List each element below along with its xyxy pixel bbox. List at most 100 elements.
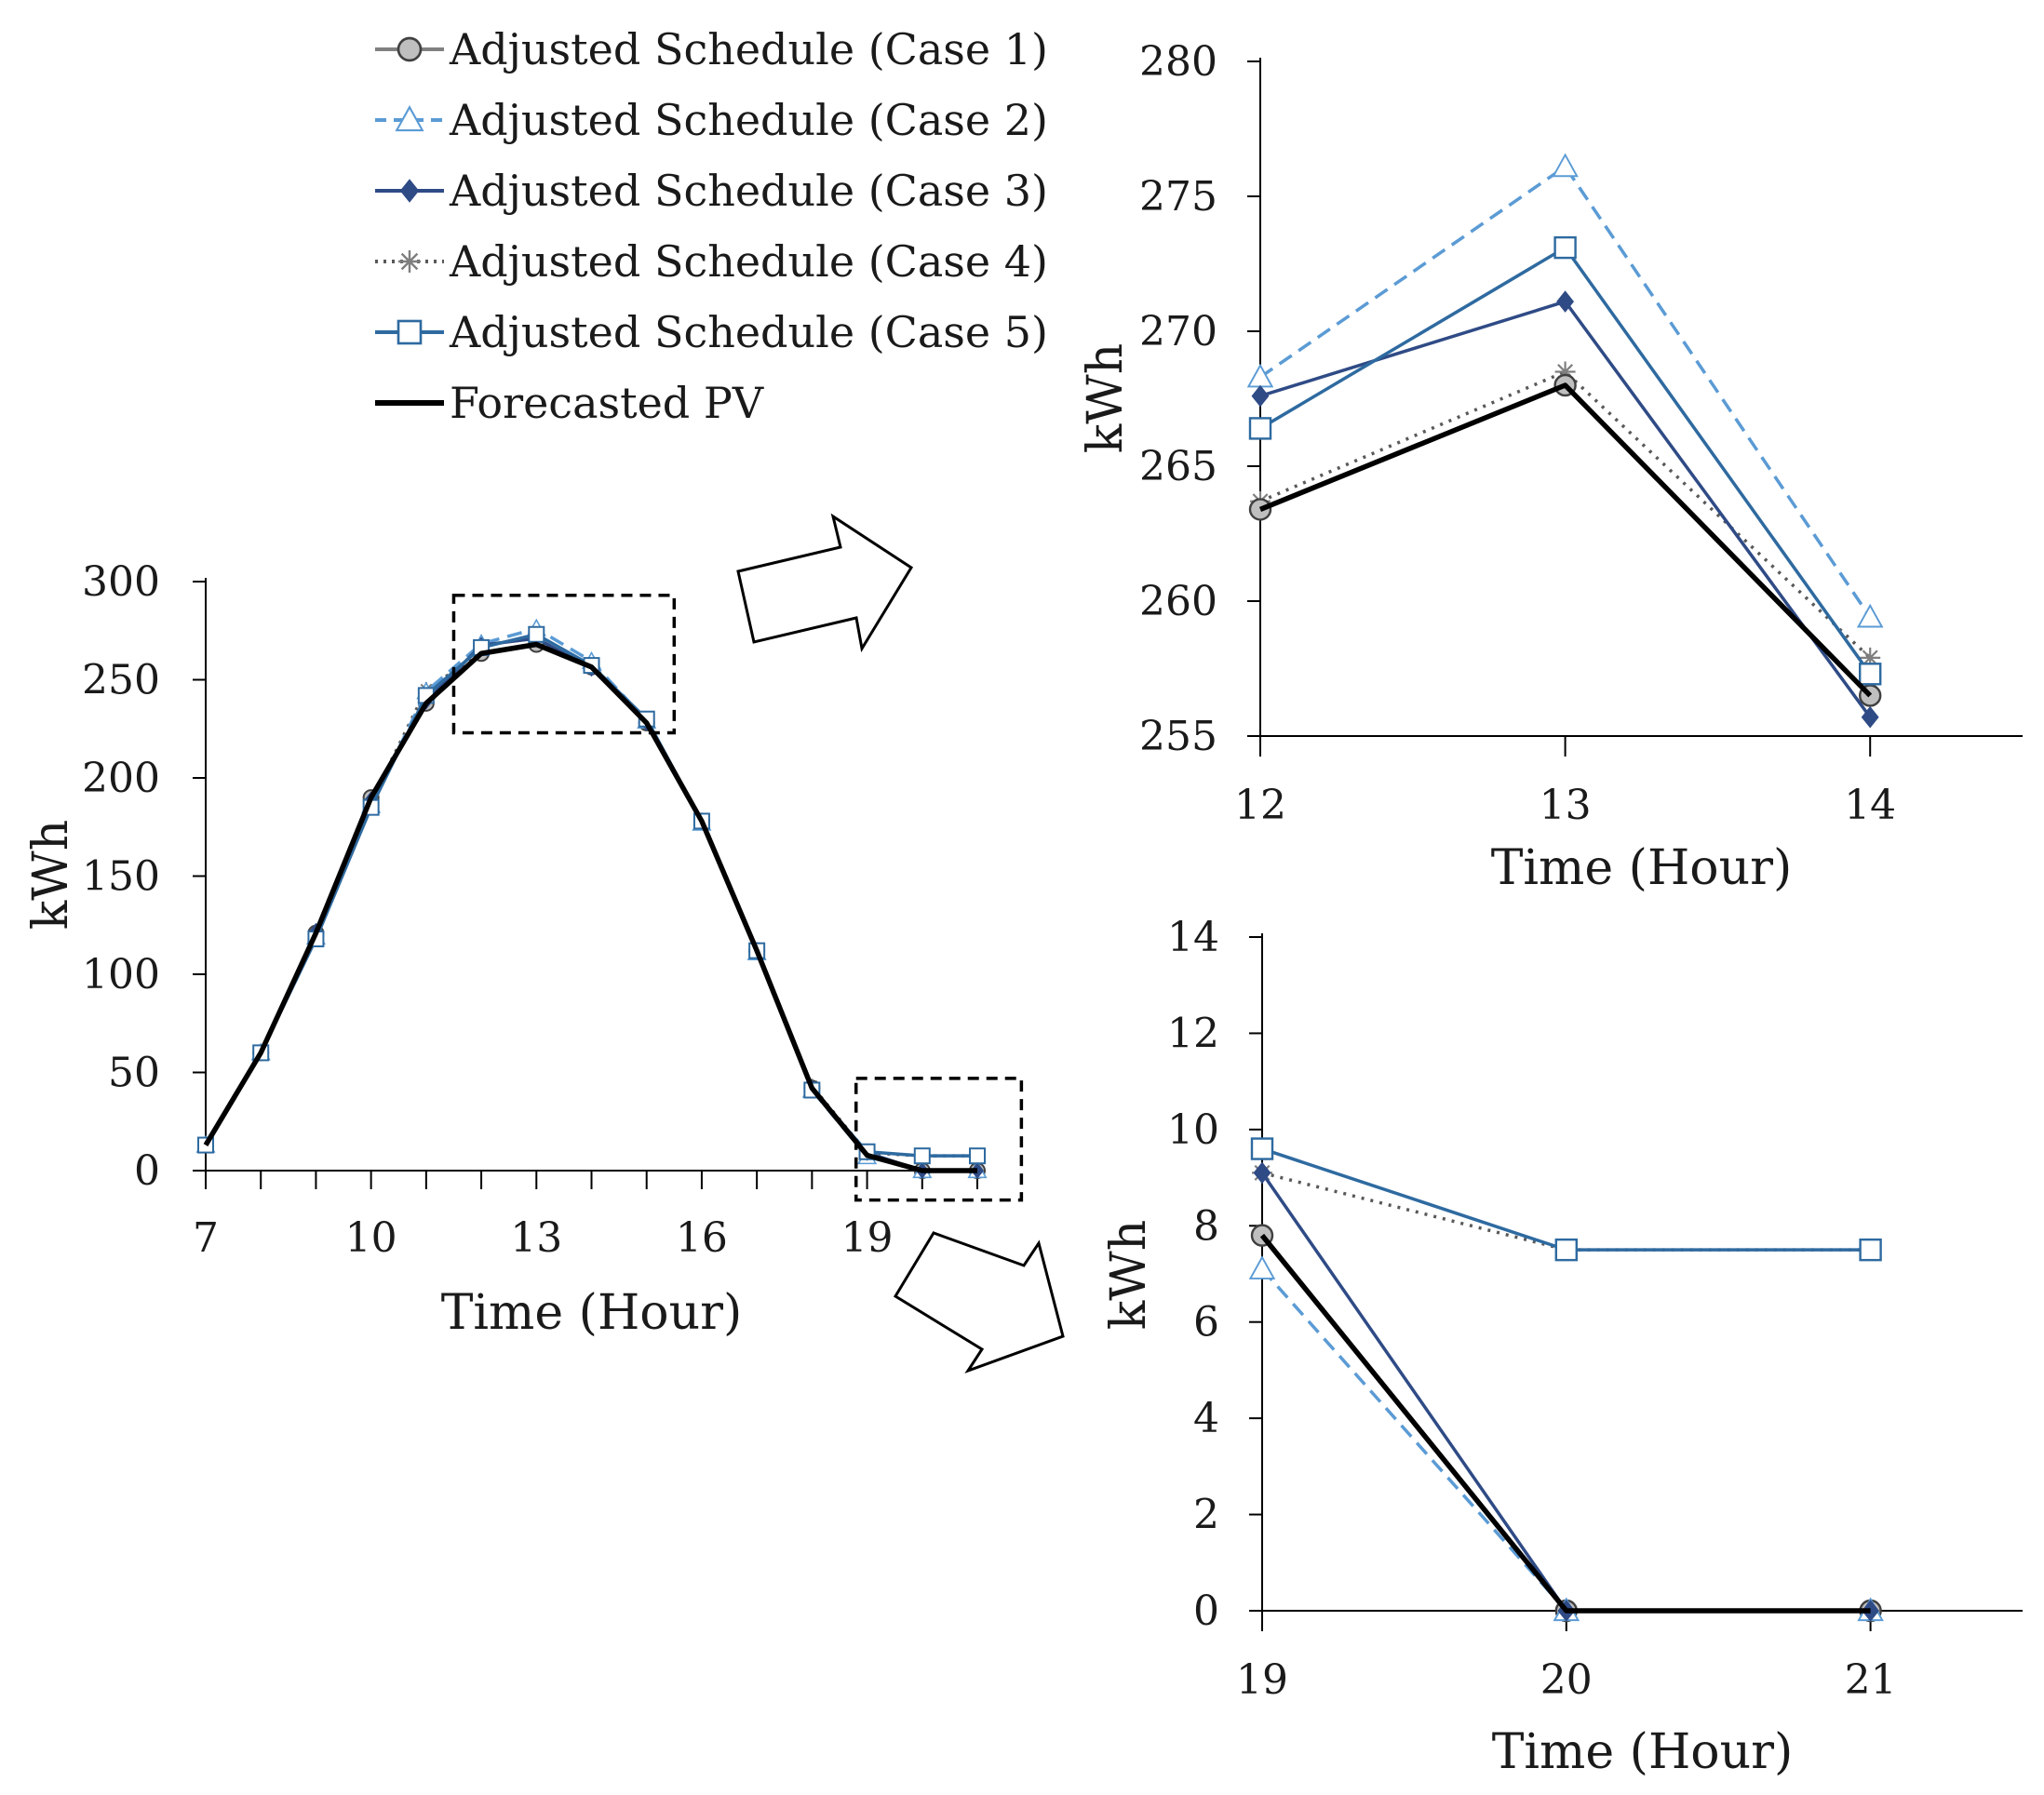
arrow-to-bottom-zoom xyxy=(893,1231,1065,1373)
series-line-case2 xyxy=(1259,165,1872,619)
legend-marker-case4 xyxy=(398,250,421,273)
x-axis-title: Time (Hour) xyxy=(1492,1724,1794,1780)
data-point-case5 xyxy=(1554,1238,1579,1262)
data-point-case3 xyxy=(1556,290,1575,313)
series-line-case4 xyxy=(1259,369,1872,660)
series-line-case3 xyxy=(204,636,977,1172)
data-point-case5 xyxy=(1250,1137,1274,1160)
x-tick-label: 10 xyxy=(345,1214,397,1262)
series-case5 xyxy=(197,625,986,1165)
y-tick-label: 50 xyxy=(108,1050,160,1097)
data-point-case5 xyxy=(1248,417,1272,440)
legend-item-case4: Adjusted Schedule (Case 4) xyxy=(375,236,1048,287)
data-point-case3 xyxy=(1251,384,1270,408)
legend-marker-case1 xyxy=(397,36,423,62)
series-case1 xyxy=(1250,1224,1882,1623)
y-tick-label: 270 xyxy=(1139,308,1217,355)
series-pv xyxy=(1258,382,1873,698)
series-line-pv xyxy=(1259,1233,1871,1614)
series-line-case4 xyxy=(1261,1171,1871,1252)
y-tick-label: 12 xyxy=(1167,1010,1219,1057)
legend-label-case5: Adjusted Schedule (Case 5) xyxy=(449,307,1048,357)
legend-label-case1: Adjusted Schedule (Case 1) xyxy=(449,24,1048,74)
legend-label-case4: Adjusted Schedule (Case 4) xyxy=(449,236,1048,287)
data-point-case3 xyxy=(1253,1161,1271,1185)
series-case5 xyxy=(1248,235,1882,686)
legend-label-case3: Adjusted Schedule (Case 3) xyxy=(449,166,1048,216)
series-pv xyxy=(203,641,977,1173)
y-tick-label: 250 xyxy=(82,657,160,704)
data-point-case2 xyxy=(1246,363,1274,388)
y-tick-label: 280 xyxy=(1139,38,1217,86)
y-tick-label: 14 xyxy=(1167,914,1219,961)
data-point-case4 xyxy=(1860,647,1881,668)
y-tick-label: 300 xyxy=(82,558,160,606)
y-tick-label: 260 xyxy=(1139,578,1217,625)
zoom-box-2 xyxy=(854,1077,1024,1202)
legend-item-pv: Forecasted PV xyxy=(375,378,764,428)
series-line-pv xyxy=(1258,382,1873,698)
legend-item-case1: Adjusted Schedule (Case 1) xyxy=(375,24,1048,74)
series-line-case2 xyxy=(204,626,977,1172)
zoom-arrows xyxy=(736,513,1065,1373)
data-point-case3 xyxy=(1861,705,1879,729)
x-tick-label: 7 xyxy=(193,1214,219,1262)
series-line-case1 xyxy=(1260,1234,1871,1613)
y-axis-title: kWh xyxy=(23,820,79,930)
data-point-case5 xyxy=(1859,1238,1882,1262)
main-chart: 0 50 100 150 200 250 300 7 10 13 16 19 Time (Hour) kW… xyxy=(23,558,1024,1341)
y-tick-label: 4 xyxy=(1193,1395,1219,1442)
y-tick-label: 2 xyxy=(1193,1492,1219,1539)
x-tick-label: 12 xyxy=(1234,782,1286,829)
series-case4 xyxy=(198,636,985,1164)
data-point-case5 xyxy=(1553,235,1577,260)
y-axis-title: kWh xyxy=(1101,1220,1157,1330)
series-pv xyxy=(1259,1233,1871,1614)
legend-label-case2: Adjusted Schedule (Case 2) xyxy=(449,95,1048,145)
data-point-case4 xyxy=(1554,361,1576,382)
series-line-case1 xyxy=(204,642,977,1172)
series-case3 xyxy=(1253,1161,1880,1622)
legend-item-case5: Adjusted Schedule (Case 5) xyxy=(375,307,1048,357)
x-tick-label: 20 xyxy=(1540,1656,1593,1704)
y-tick-label: 8 xyxy=(1193,1202,1219,1250)
series-case4 xyxy=(1250,361,1881,668)
y-tick-label: 200 xyxy=(82,755,160,802)
x-axis-title: Time (Hour) xyxy=(441,1285,743,1341)
data-point-case2 xyxy=(1552,153,1579,178)
series-case5 xyxy=(1250,1137,1882,1262)
y-tick-label: 0 xyxy=(1193,1587,1219,1635)
legend-marker-case5 xyxy=(397,319,423,345)
series-line-case5 xyxy=(1261,1146,1871,1252)
data-point-case2 xyxy=(1856,603,1884,628)
x-axis-title: Time (Hour) xyxy=(1491,840,1793,896)
data-point-case5 xyxy=(969,1147,986,1165)
y-tick-label: 100 xyxy=(82,951,160,998)
legend-label-pv: Forecasted PV xyxy=(450,378,764,428)
x-tick-label: 21 xyxy=(1845,1656,1897,1704)
series-case2 xyxy=(1248,1255,1884,1622)
zoom-bottom-chart: 0 2 4 6 8 10 12 14 19 20 21 Time (Hour) kWh xyxy=(1101,914,2023,1780)
data-point-case5 xyxy=(528,625,545,643)
series-case3 xyxy=(198,630,985,1179)
data-point-case3 xyxy=(1862,1600,1880,1622)
x-tick-label: 19 xyxy=(1236,1656,1288,1704)
series-case1 xyxy=(1248,373,1882,707)
legend-item-case3: Adjusted Schedule (Case 3) xyxy=(375,166,1048,216)
x-tick-label: 13 xyxy=(510,1214,562,1262)
x-tick-label: 19 xyxy=(841,1214,894,1262)
series-line-case1 xyxy=(1259,383,1872,697)
data-point-case5 xyxy=(1858,663,1882,686)
y-tick-label: 265 xyxy=(1139,443,1217,490)
data-point-case5 xyxy=(913,1147,931,1165)
y-tick-label: 150 xyxy=(82,853,160,901)
series-line-case2 xyxy=(1260,1267,1871,1613)
y-axis-title: kWh xyxy=(1078,343,1134,453)
y-tick-label: 275 xyxy=(1139,173,1217,221)
legend-item-case2: Adjusted Schedule (Case 2) xyxy=(375,95,1048,145)
legend-marker-case2 xyxy=(395,105,424,132)
x-tick-label: 13 xyxy=(1540,782,1592,829)
y-tick-label: 255 xyxy=(1139,713,1217,760)
series-case2 xyxy=(195,618,988,1179)
